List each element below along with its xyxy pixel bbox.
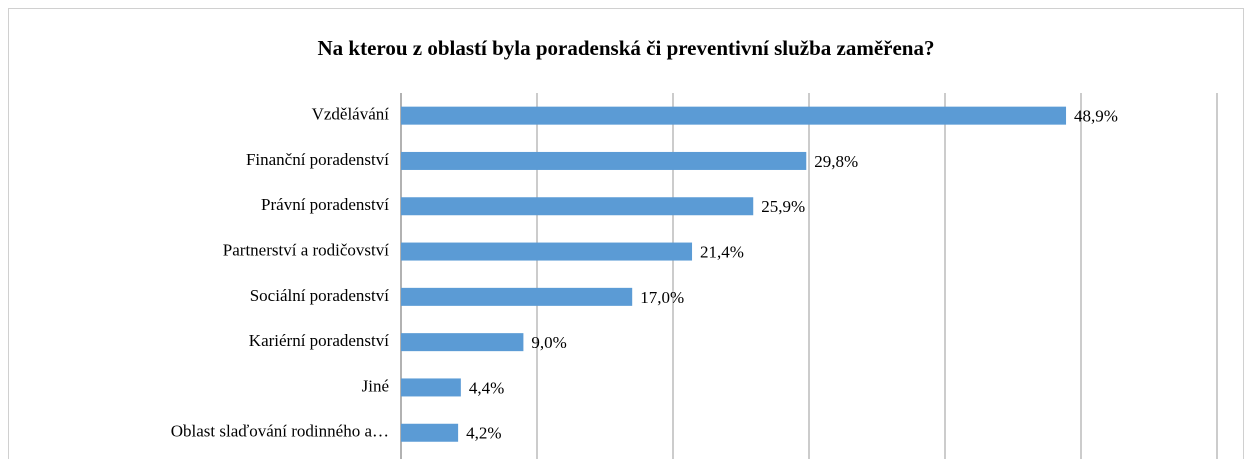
category-label: Jiné — [362, 376, 389, 395]
category-label: Vzdělávání — [312, 105, 390, 124]
bar — [401, 151, 807, 170]
data-label: 48,9% — [1074, 107, 1118, 126]
category-label: Sociální poradenství — [250, 286, 390, 305]
bar — [401, 333, 524, 352]
category-label: Finanční poradenství — [246, 150, 389, 169]
data-label: 9,0% — [531, 333, 566, 352]
category-label: Partnerství a rodičovství — [223, 240, 389, 259]
bar — [401, 242, 693, 261]
bar — [401, 106, 1067, 125]
data-label: 21,4% — [700, 242, 744, 261]
data-label: 29,8% — [814, 152, 858, 171]
category-label: Kariérní poradenství — [249, 331, 389, 350]
category-label: Oblast slaďování rodinného a… — [171, 422, 389, 441]
data-label: 17,0% — [640, 288, 684, 307]
bar — [401, 197, 754, 216]
chart-frame — [8, 8, 1244, 459]
data-label: 4,4% — [469, 378, 504, 397]
bar — [401, 287, 633, 306]
bar — [401, 423, 459, 442]
data-label: 4,2% — [466, 424, 501, 443]
category-label: Právní poradenství — [261, 195, 389, 214]
bar — [401, 378, 461, 397]
chart-title: Na kterou z oblastí byla poradenská či p… — [318, 36, 935, 60]
data-label: 25,9% — [761, 197, 805, 216]
